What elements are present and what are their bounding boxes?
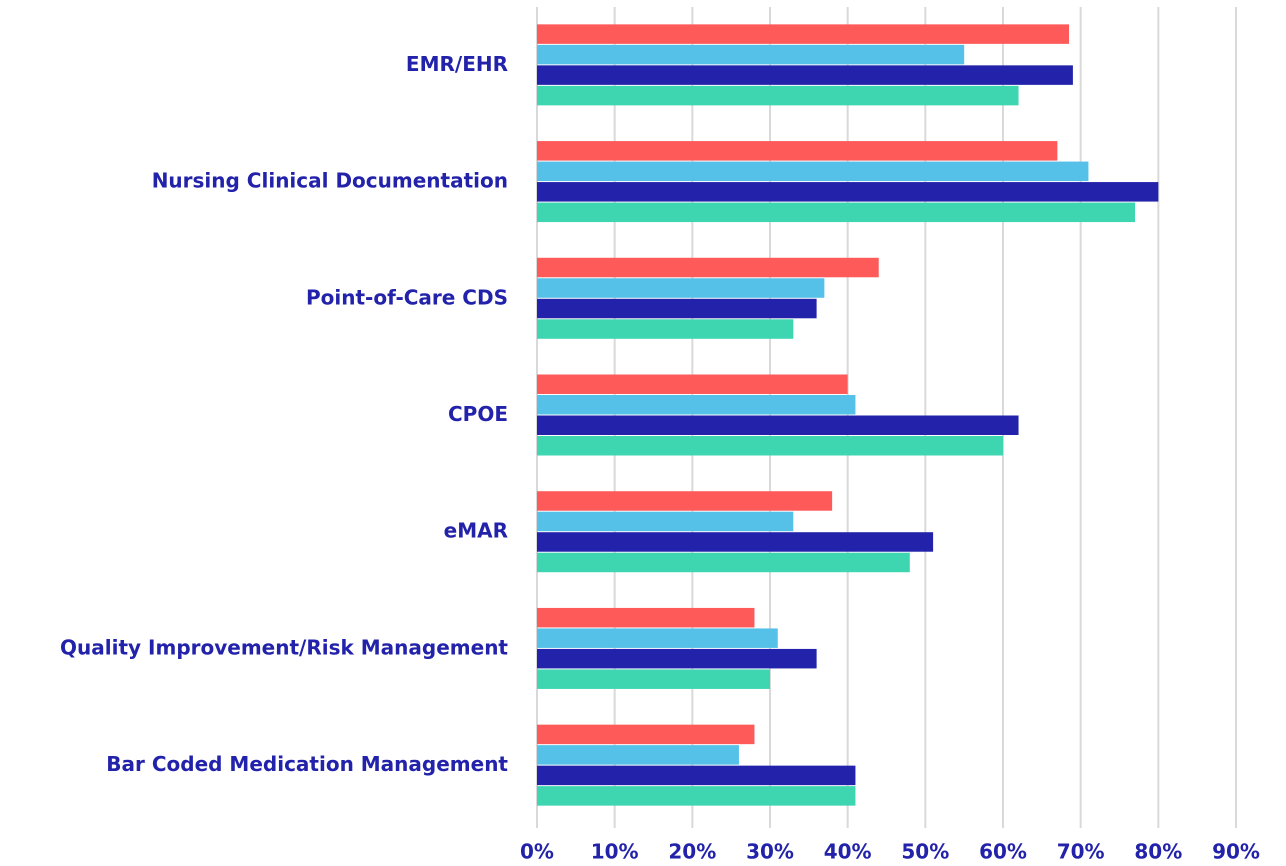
bar [537, 141, 1058, 161]
bar [537, 532, 934, 552]
x-tick-label: 30% [746, 840, 794, 864]
bar [537, 298, 817, 319]
bar [537, 374, 848, 394]
bar [537, 552, 910, 573]
bar [537, 511, 794, 532]
x-tick-label: 40% [824, 840, 872, 864]
bar [537, 491, 833, 511]
y-tick-label: Quality Improvement/Risk Management [60, 635, 508, 659]
bar [537, 628, 778, 648]
bar [537, 182, 1159, 202]
x-tick-label: 90% [1212, 840, 1260, 864]
bar [537, 415, 1019, 435]
y-tick-label: eMAR [444, 519, 508, 543]
bar [537, 786, 856, 806]
y-tick-label: EMR/EHR [406, 52, 508, 76]
x-tick-label: 80% [1134, 840, 1182, 864]
y-tick-label: Nursing Clinical Documentation [152, 169, 508, 193]
bar [537, 44, 965, 65]
x-tick-label: 20% [668, 840, 716, 864]
x-tick-label: 70% [1057, 840, 1105, 864]
bar [537, 278, 825, 298]
y-tick-label: CPOE [448, 402, 508, 426]
bar [537, 202, 1136, 223]
bar [537, 648, 817, 669]
y-tick-label: Point-of-Care CDS [306, 285, 508, 309]
bar [537, 745, 739, 765]
bar [537, 724, 755, 745]
bar [537, 395, 856, 415]
bar [537, 257, 879, 278]
x-tick-label: 50% [901, 840, 949, 864]
x-tick-label: 0% [520, 840, 554, 864]
bar [537, 161, 1089, 182]
bar [537, 85, 1019, 106]
x-tick-label: 10% [591, 840, 639, 864]
bar [537, 24, 1070, 44]
bar [537, 607, 755, 628]
bar [537, 669, 770, 689]
bar [537, 65, 1073, 85]
y-tick-label: Bar Coded Medication Management [106, 752, 508, 776]
bar [537, 765, 856, 786]
x-tick-label: 60% [979, 840, 1027, 864]
bar [537, 319, 794, 339]
bar [537, 436, 1003, 456]
